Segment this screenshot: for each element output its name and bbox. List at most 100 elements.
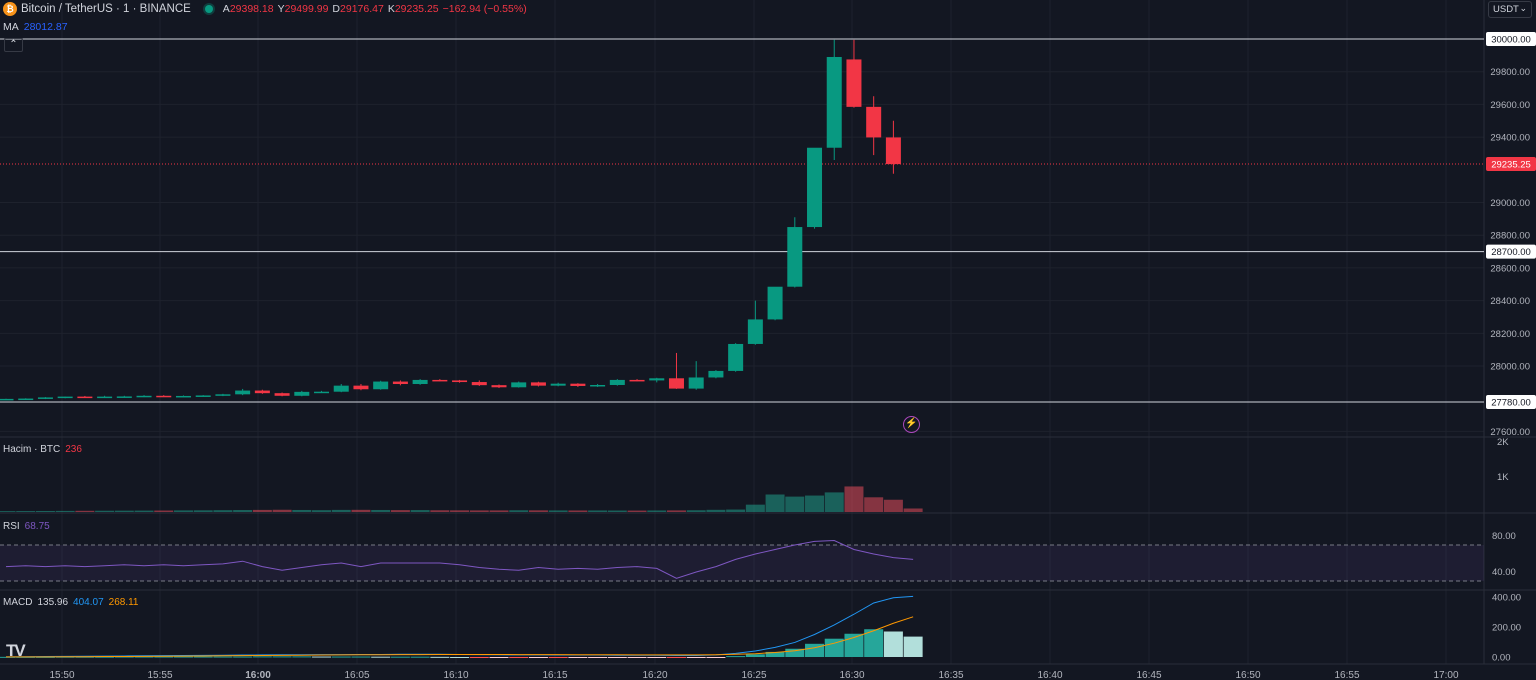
candle-body [254, 390, 270, 394]
time-tick-label: 16:20 [642, 670, 667, 680]
time-tick-label: 16:05 [344, 670, 369, 680]
macd-histogram-bar [272, 656, 292, 658]
price-tick-label: 29000.00 [1490, 198, 1530, 209]
volume-bar [410, 510, 430, 512]
candle-body [629, 379, 645, 382]
macd-histogram-bar [233, 656, 253, 658]
rsi-legend[interactable]: RSI 68.75 [3, 521, 50, 532]
volume-bar [213, 510, 233, 512]
candle-body [570, 383, 586, 386]
time-tick-label: 16:25 [741, 670, 766, 680]
last-price-label: 29235.25 [1491, 160, 1531, 171]
lightning-event-icon[interactable]: ⚡ [903, 416, 920, 433]
candle-body [274, 393, 290, 396]
volume-bar [312, 510, 332, 512]
macd-histogram-bar [134, 656, 154, 658]
macd-histogram-bar [489, 657, 509, 658]
candle-body [77, 396, 93, 399]
macd-histogram-bar [666, 657, 686, 658]
macd-histogram-bar [528, 657, 548, 658]
macd-histogram-bar [469, 657, 489, 658]
macd-histogram-bar [410, 656, 430, 658]
candle-body [373, 381, 389, 390]
last-price-badge [1486, 157, 1536, 172]
ohlc-close: K29235.25 [387, 3, 439, 15]
macd-histogram-bar [430, 656, 450, 658]
macd-histogram-bar [351, 656, 371, 658]
symbol-header: ₿ Bitcoin / TetherUS · 1 · BINANCE A2939… [0, 0, 531, 18]
macd-histogram-bar [371, 656, 391, 658]
ma-indicator-legend[interactable]: MA 28012.87 [3, 21, 68, 33]
volume-bar [568, 510, 588, 512]
macd-signal-line [6, 616, 914, 658]
volume-bar [489, 510, 509, 512]
volume-bar [430, 510, 450, 512]
volume-bar [193, 510, 213, 512]
volume-bar [390, 510, 410, 512]
macd-signal-value: 268.11 [108, 597, 139, 608]
volume-bar [844, 486, 864, 512]
ohlc-high: Y29499.99 [277, 3, 329, 15]
candle-body [609, 379, 625, 385]
candle-body [195, 395, 211, 397]
rsi-line [5, 539, 914, 579]
volume-bar [805, 495, 825, 512]
level-label: 27780.00 [1491, 398, 1531, 409]
volume-bar [95, 510, 115, 512]
macd-tick-label: 0.00 [1492, 653, 1511, 664]
volume-bar [627, 510, 647, 512]
market-status-icon [204, 5, 213, 13]
volume-bar [528, 510, 548, 512]
volume-bar [0, 511, 16, 512]
price-tick-label: 28000.00 [1490, 362, 1530, 373]
candle-body [649, 378, 665, 381]
macd-histogram-bar [331, 656, 351, 658]
currency-selector[interactable]: USDT ⌄ [1488, 1, 1532, 18]
candle-body [491, 385, 507, 388]
candle-body [866, 106, 882, 138]
collapse-legend-button[interactable]: ⌃ [4, 38, 23, 52]
candle-body [471, 382, 487, 386]
volume-bar [785, 496, 805, 512]
volume-tick-label: 1K [1497, 472, 1509, 483]
macd-histogram-bar [450, 657, 470, 658]
tradingview-logo[interactable]: TV [6, 641, 26, 660]
currency-label: USDT [1493, 4, 1519, 15]
volume-bar [469, 510, 489, 512]
macd-histogram-bar [548, 657, 568, 658]
candle-body [452, 380, 468, 383]
rsi-value: 68.75 [24, 521, 50, 532]
macd-histogram-bar [706, 657, 726, 658]
volume-bar [331, 509, 351, 512]
candle-body [728, 343, 744, 371]
macd-histogram-bar [864, 629, 884, 657]
candle-body [0, 398, 14, 401]
candle-body [688, 377, 704, 389]
volume-value: 236 [65, 444, 82, 455]
rsi-label: RSI [3, 521, 20, 532]
candle-body [550, 383, 566, 386]
volume-tick-label: 2K [1497, 437, 1509, 448]
ma-value: 28012.87 [23, 21, 68, 33]
volume-bar [173, 510, 193, 512]
ohlc-open: A29398.18 [222, 3, 274, 15]
candle-body [708, 370, 724, 378]
macd-histogram-bar [292, 656, 312, 658]
macd-legend[interactable]: MACD 135.96 404.07 268.11 [3, 597, 138, 608]
macd-histogram-bar [824, 638, 844, 657]
macd-line [5, 595, 914, 658]
symbol-title[interactable]: Bitcoin / TetherUS · 1 · BINANCE [21, 3, 191, 15]
macd-histogram-bar [588, 657, 608, 658]
macd-histogram-bar [844, 633, 864, 657]
macd-tick-label: 200.00 [1492, 623, 1521, 634]
time-tick-label: 15:55 [147, 670, 172, 680]
macd-histogram-bar [252, 656, 272, 658]
volume-legend[interactable]: Hacim · BTC 236 [3, 444, 82, 455]
volume-bar [864, 497, 884, 512]
time-tick-label: 16:40 [1037, 670, 1062, 680]
macd-histogram-bar [607, 657, 627, 658]
candle-body [392, 381, 408, 385]
macd-label: MACD [3, 597, 33, 608]
macd-histogram-bar [213, 656, 233, 658]
